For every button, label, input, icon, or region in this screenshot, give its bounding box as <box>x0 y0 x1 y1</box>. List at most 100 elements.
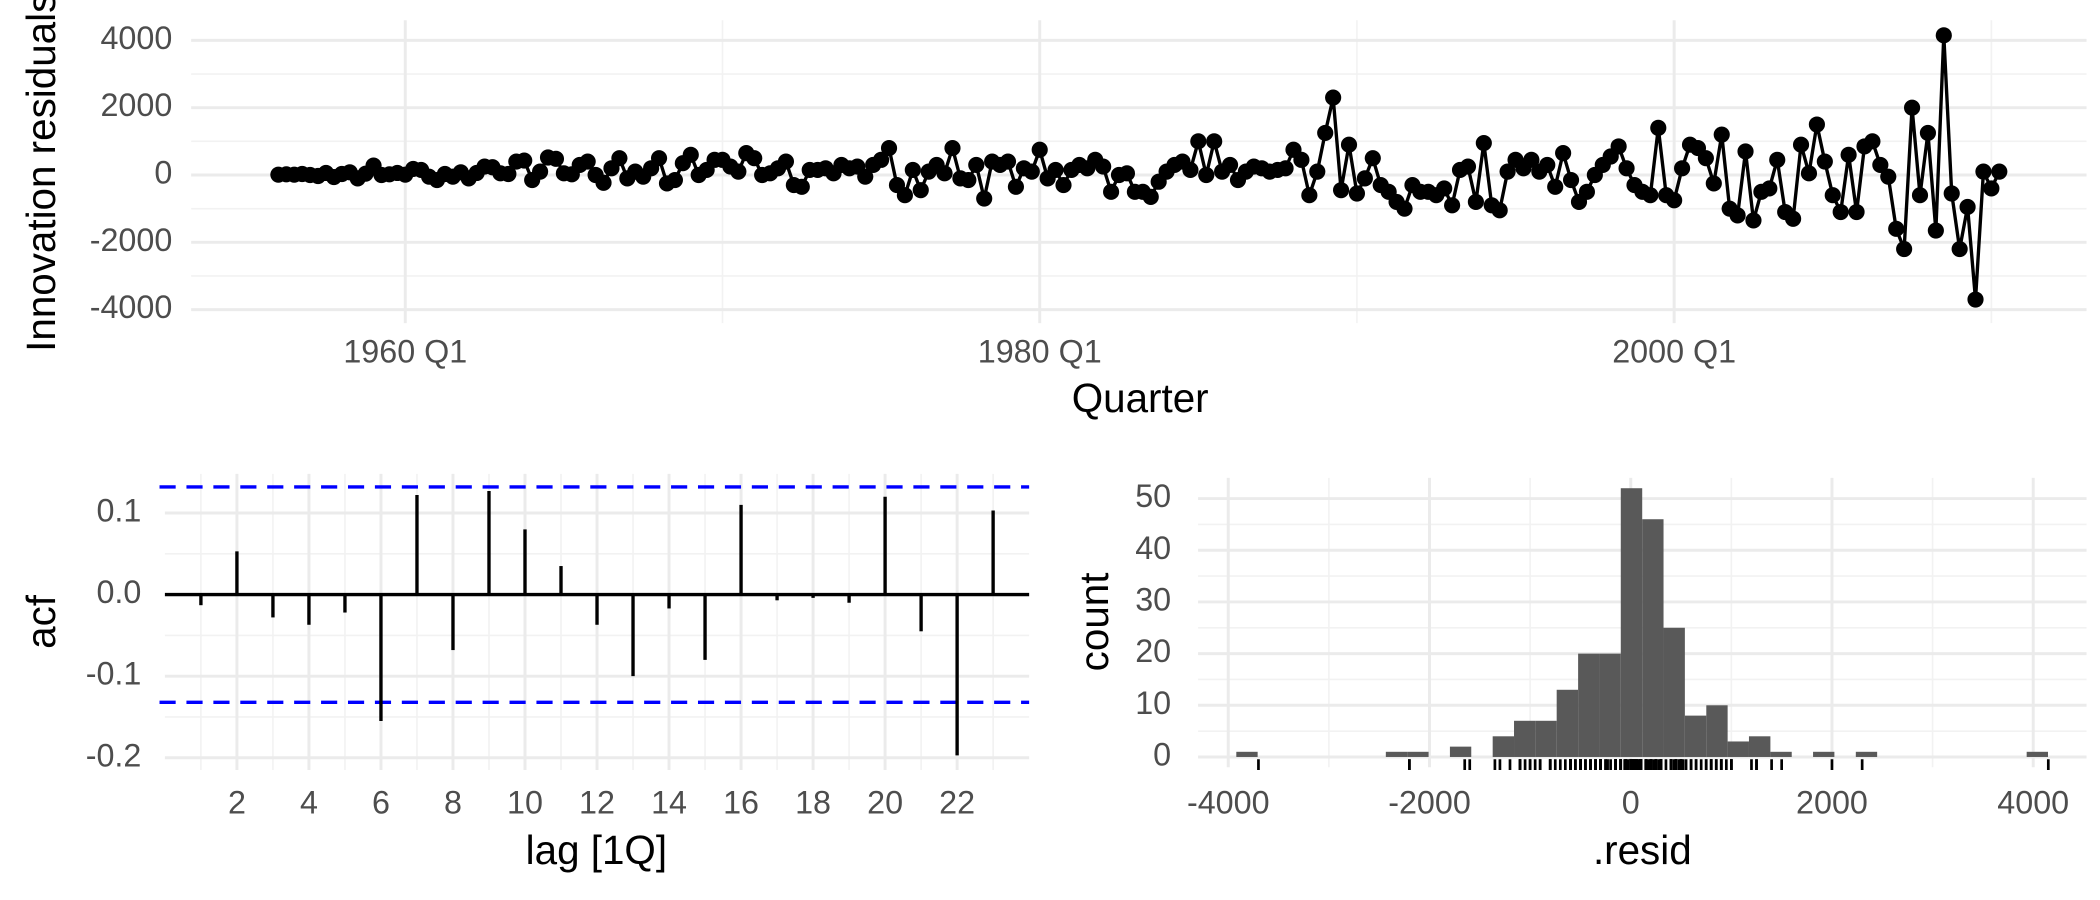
point <box>1332 182 1350 199</box>
point <box>1555 145 1572 162</box>
point <box>1745 212 1762 229</box>
point <box>1055 177 1072 194</box>
x-axis-title: Quarter <box>1072 375 1209 421</box>
x-tick-label: 2 <box>228 785 246 821</box>
point <box>1436 180 1453 197</box>
point <box>1800 165 1818 182</box>
y-tick-label: 30 <box>1135 581 1171 617</box>
histogram-bar <box>1770 751 1792 757</box>
point <box>1792 136 1810 153</box>
point <box>1317 124 1334 142</box>
point <box>1911 187 1929 204</box>
point <box>1824 187 1841 204</box>
point <box>1475 134 1492 152</box>
point <box>904 161 921 179</box>
point <box>1848 203 1865 221</box>
point <box>1872 156 1889 173</box>
histogram-bar <box>1727 741 1749 757</box>
x-tick-label: 1980 Q1 <box>978 334 1102 370</box>
histogram-bar <box>1514 720 1536 757</box>
point <box>1880 168 1897 185</box>
point <box>1991 163 2008 180</box>
x-axis-title: lag [1Q] <box>526 827 667 873</box>
point <box>1007 178 1025 195</box>
point <box>746 150 763 167</box>
point <box>1935 27 1952 44</box>
x-tick-label: 16 <box>723 785 759 821</box>
point <box>1325 89 1342 106</box>
point <box>1896 240 1913 258</box>
point <box>1523 151 1540 168</box>
histogram-bar <box>1642 519 1664 757</box>
histogram-bar <box>1599 653 1621 757</box>
point <box>999 153 1017 170</box>
point <box>1142 188 1159 205</box>
histogram-bar <box>1684 715 1707 757</box>
point <box>1562 171 1580 189</box>
point <box>1737 143 1754 160</box>
point <box>1927 222 1944 239</box>
y-axis-title: count <box>1071 573 1117 672</box>
y-tick-label: 20 <box>1135 633 1171 669</box>
point <box>1610 138 1627 155</box>
histogram-bar <box>1449 746 1472 757</box>
point <box>1729 207 1746 224</box>
y-tick-label: 0.1 <box>96 493 141 529</box>
histogram-bar <box>1620 488 1643 757</box>
y-tick-label: 50 <box>1135 478 1171 514</box>
point <box>611 150 628 167</box>
y-axis-title: Innovation residuals <box>18 0 64 352</box>
point <box>1277 160 1294 177</box>
point <box>1340 136 1358 153</box>
point <box>547 150 565 167</box>
y-tick-label: 0.0 <box>96 574 141 610</box>
y-tick-label: 2000 <box>100 87 172 123</box>
point <box>682 146 699 163</box>
point <box>1967 291 1984 308</box>
x-tick-label: 8 <box>444 785 462 821</box>
point <box>1539 156 1556 173</box>
point <box>1023 163 1040 180</box>
point <box>873 151 890 168</box>
histogram-bar <box>1748 736 1771 757</box>
point <box>857 168 874 185</box>
point <box>1983 180 2000 197</box>
point <box>1221 156 1239 173</box>
point <box>500 165 517 183</box>
y-tick-label: 10 <box>1135 685 1171 721</box>
point <box>1467 193 1484 211</box>
histogram-bar <box>1855 751 1878 757</box>
point <box>1190 133 1207 150</box>
x-tick-label: -2000 <box>1388 785 1471 821</box>
point <box>1396 200 1413 217</box>
point <box>516 152 533 169</box>
point <box>960 171 977 189</box>
point <box>1491 202 1508 219</box>
histogram-bar <box>1813 751 1835 757</box>
point <box>579 153 596 170</box>
point <box>1103 183 1120 200</box>
point <box>1547 178 1564 195</box>
x-tick-label: 12 <box>579 785 615 821</box>
point <box>595 174 612 191</box>
y-tick-label: -0.1 <box>86 656 142 692</box>
y-tick-label: -0.2 <box>86 737 142 773</box>
point <box>1182 161 1199 179</box>
point <box>650 150 668 167</box>
point <box>1975 163 1992 180</box>
point <box>1118 165 1136 182</box>
point <box>1444 197 1461 214</box>
point <box>1293 151 1310 168</box>
y-tick-label: 0 <box>1153 737 1171 773</box>
histogram-bar <box>1236 751 1258 757</box>
histogram-bar <box>1535 720 1557 757</box>
point <box>1031 141 1048 158</box>
point <box>1674 160 1691 177</box>
y-tick-label: 40 <box>1135 530 1171 566</box>
x-tick-label: 6 <box>372 785 390 821</box>
point <box>532 163 549 180</box>
histogram-bar <box>1492 736 1515 757</box>
point <box>1903 99 1921 116</box>
